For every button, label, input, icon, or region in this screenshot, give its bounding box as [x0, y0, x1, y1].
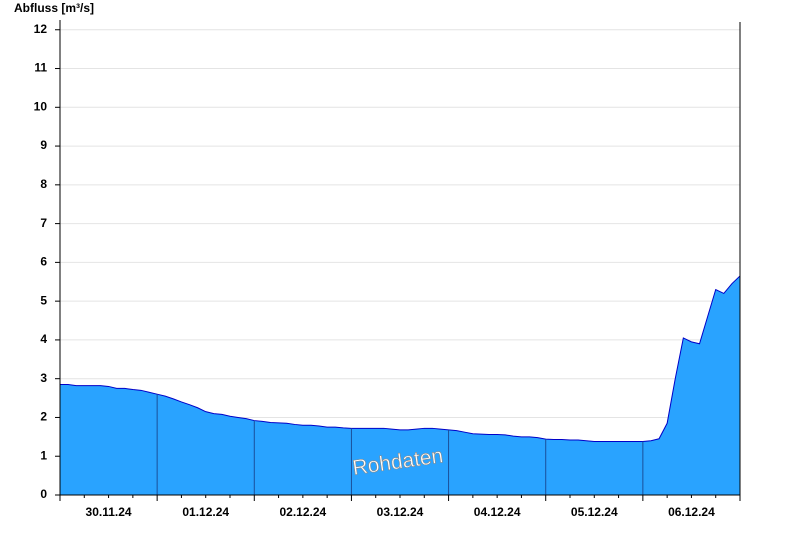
x-tick-label: 05.12.24 — [571, 505, 618, 519]
y-tick-label: 11 — [34, 61, 47, 75]
y-tick-label: 2 — [40, 410, 47, 424]
area-line — [60, 275, 741, 442]
y-tick-label: 12 — [34, 22, 48, 36]
x-tick-label: 04.12.24 — [474, 505, 521, 519]
x-tick-label: 30.11.24 — [86, 505, 132, 519]
x-tick-label: 01.12.24 — [182, 505, 229, 519]
x-tick-label: 02.12.24 — [279, 505, 326, 519]
y-tick-label: 3 — [40, 371, 47, 385]
y-tick-label: 10 — [34, 99, 48, 113]
y-tick-label: 5 — [40, 293, 47, 307]
y-tick-label: 4 — [40, 332, 47, 346]
x-tick-label: 03.12.24 — [377, 505, 424, 519]
x-tick-label: 06.12.24 — [668, 505, 715, 519]
y-tick-label: 1 — [40, 448, 47, 462]
y-tick-label: 7 — [40, 216, 47, 230]
y-tick-label: 9 — [40, 138, 47, 152]
y-axis-label: Abfluss [m³/s] — [14, 1, 94, 15]
y-tick-label: 6 — [40, 255, 47, 269]
y-tick-label: 8 — [40, 177, 47, 191]
y-tick-label: 0 — [40, 487, 47, 501]
